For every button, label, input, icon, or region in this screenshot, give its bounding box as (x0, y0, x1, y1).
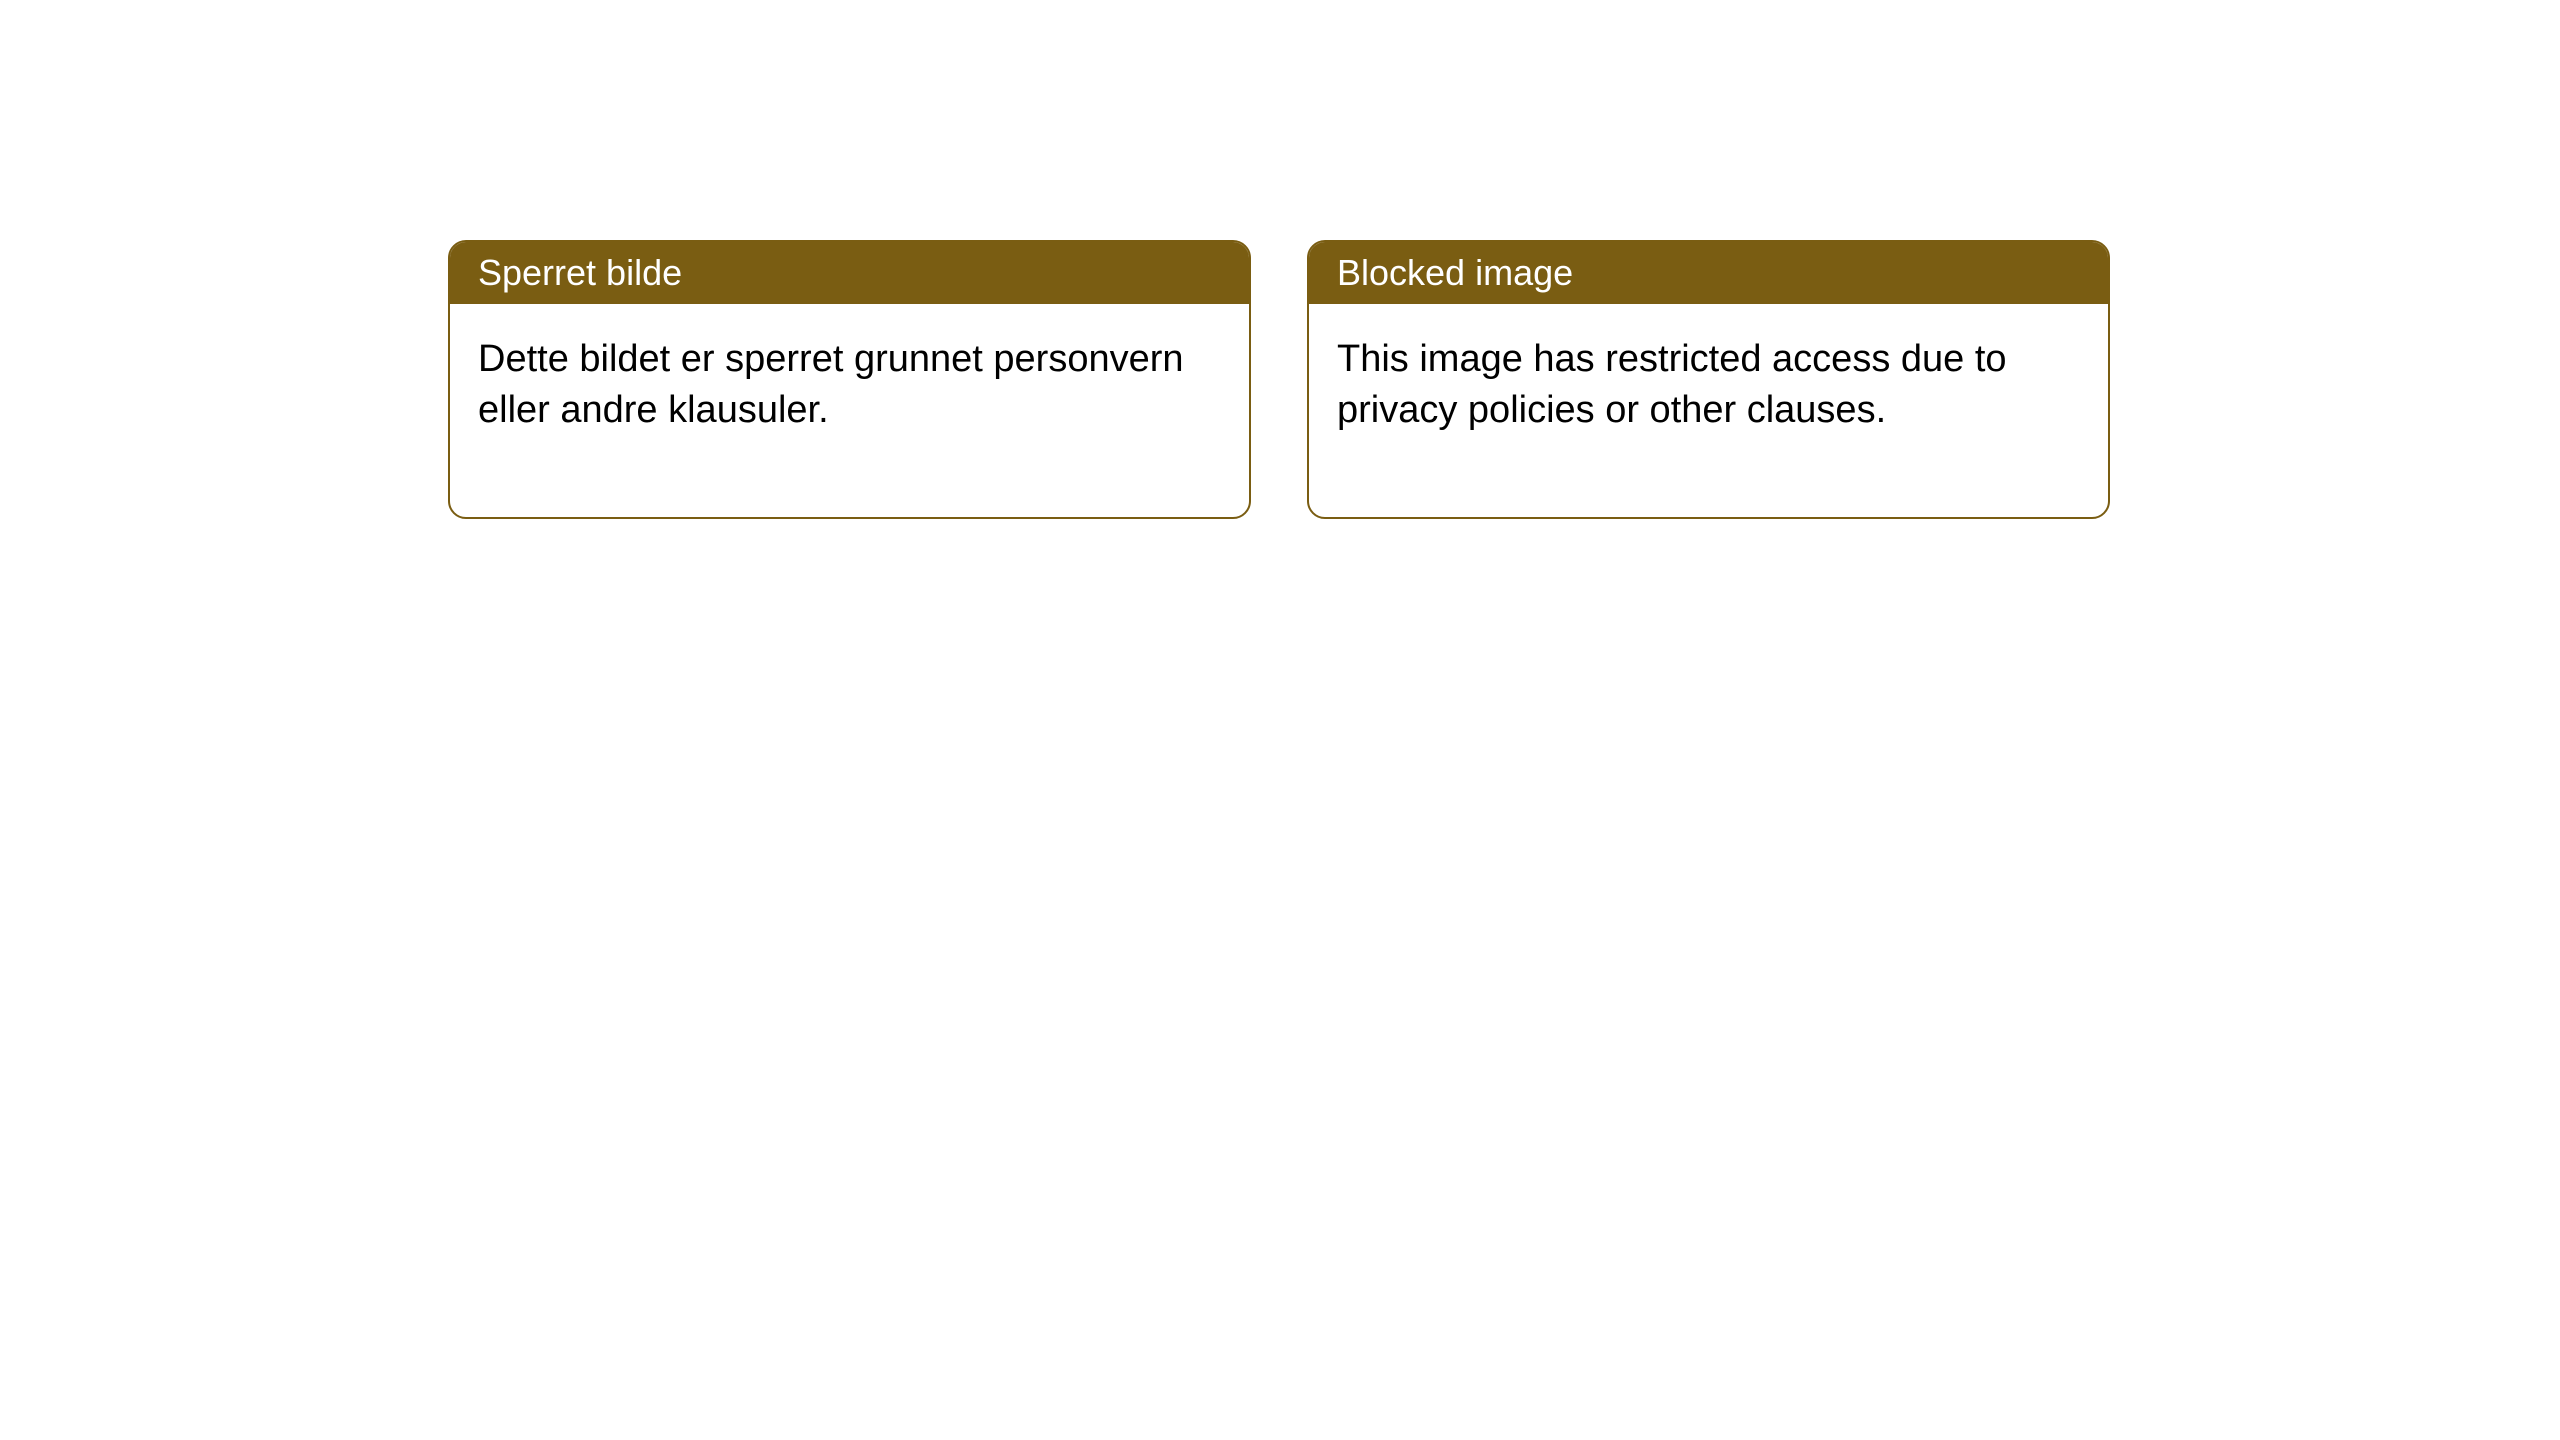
notice-card-title: Sperret bilde (450, 242, 1249, 304)
notice-card-english: Blocked image This image has restricted … (1307, 240, 2110, 519)
notice-card-body: This image has restricted access due to … (1309, 304, 2108, 517)
notice-card-norwegian: Sperret bilde Dette bildet er sperret gr… (448, 240, 1251, 519)
notice-container: Sperret bilde Dette bildet er sperret gr… (448, 240, 2110, 519)
notice-card-body: Dette bildet er sperret grunnet personve… (450, 304, 1249, 517)
notice-card-title: Blocked image (1309, 242, 2108, 304)
